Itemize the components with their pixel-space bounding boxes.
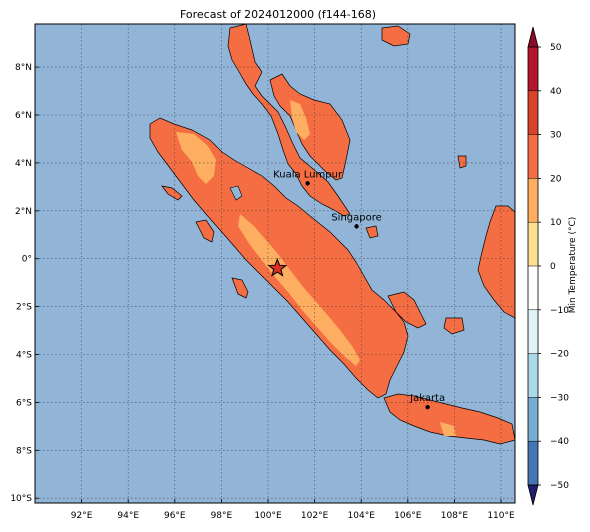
warm-band-sumatra-north [176,132,216,184]
lon-tick-label: 98°E [211,511,233,521]
colorbar-band [528,222,538,266]
land-thailand-coast [269,73,351,181]
colorbar-tick-label: 10 [550,218,562,228]
city-label: Singapore [331,212,381,223]
lake-toba-outline [229,185,243,201]
city-dot [354,224,359,229]
city-label: Kuala Lumpur [273,169,343,180]
colorbar-extend-bottom [527,484,539,506]
colorbar-band [528,178,538,223]
colorbar: 50 40 30 20 10 0 −10 −20 −30 −40 −50 [527,26,569,506]
gridlines [35,24,515,503]
colorbar-band [528,309,538,354]
lat-tick-label: 8°N [15,63,32,73]
colorbar-band [528,90,538,135]
map-frame [34,23,516,504]
warm-band-sumatra-spine [238,214,360,366]
lake-toba [229,185,243,201]
colorbar-tick-label: 0 [550,262,556,272]
colorbar-tick-label: 30 [550,131,562,141]
land-belitung [443,317,465,335]
colorbar-tick-label: −30 [550,393,569,403]
colorbar-tick-label: −40 [550,437,569,447]
star-marker-icon [267,257,288,277]
city-markers: Kuala Lumpur Singapore Jakarta [273,169,445,410]
colorbar-band [528,47,538,91]
colorbar-tick-label: 50 [550,43,562,53]
colorbar-band [528,134,538,179]
lat-tick-label: 2°N [15,207,32,217]
land-siberut [231,277,249,299]
lon-tick-label: 106°E [394,511,422,521]
colorbar-tick-label: 40 [550,87,562,97]
lat-tick-label: 4°N [15,159,32,169]
warm-band-malay [290,100,310,140]
colorbar-band [528,353,538,398]
land-nias [195,219,215,243]
colorbar-extend-top [527,26,539,48]
lon-tick-label: 102°E [301,511,329,521]
lat-tick-label: 6°S [16,398,32,408]
lat-tick-label: 0° [22,255,32,265]
land-simeulue [161,185,183,201]
chart-title: Forecast of 2024012000 (f144-168) [180,8,376,21]
lat-tick-label: 10°S [10,494,32,504]
land-riau-islands [365,225,379,239]
marker-layer [267,257,288,277]
lat-tick-label: 4°S [16,351,32,361]
colorbar-tick-label: −20 [550,350,569,360]
land-bangka [387,291,427,329]
colorbar-band [528,266,538,310]
lon-tick-label: 108°E [441,511,469,521]
colorbar-band [528,441,538,485]
colorbar-label: Min Temperature (°C) [568,217,578,314]
colorbar-tick-label: 20 [550,174,562,184]
colorbar-tick-label: −10 [550,306,569,316]
lat-tick-label: 6°N [15,111,32,121]
lat-tick-label: 8°S [16,446,32,456]
lon-tick-label: 94°E [117,511,139,521]
land-borneo [477,205,516,319]
land-natuna [457,155,467,169]
lon-tick-label: 104°E [348,511,376,521]
city-dot [305,181,310,186]
lon-tick-label: 110°E [487,511,515,521]
warm-band-java [440,422,456,436]
lat-tick-label: 2°S [16,303,32,313]
city-dot [425,405,430,410]
map-area: Kuala Lumpur Singapore Jakarta [34,23,516,504]
lon-tick-label: 100°E [254,511,282,521]
city-label: Jakarta [409,393,445,404]
land-malay-peninsula [227,23,351,217]
level-10-20-areas [176,100,456,436]
lon-tick-label: 92°E [71,511,93,521]
colorbar-band [528,397,538,442]
lon-tick-label: 96°E [164,511,186,521]
longitude-axis: 92°E 94°E 96°E 98°E 100°E 102°E 104°E 106°E 108°… [71,499,515,521]
colorbar-tick-label: −50 [550,481,569,491]
latitude-axis: 8°N 6°N 4°N 2°N 0° 2°S 4°S 6°S 8°S 10°S [10,63,39,504]
